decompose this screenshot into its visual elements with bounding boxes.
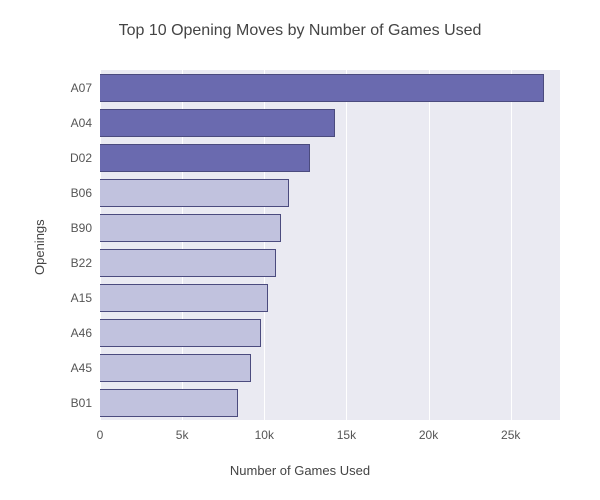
bar bbox=[100, 354, 251, 382]
y-tick-label: B90 bbox=[71, 221, 92, 235]
x-tick-label: 10k bbox=[255, 428, 274, 442]
y-tick-label: D02 bbox=[70, 151, 92, 165]
x-tick-label: 5k bbox=[176, 428, 189, 442]
bar bbox=[100, 214, 281, 242]
chart-container: Top 10 Opening Moves by Number of Games … bbox=[0, 0, 600, 500]
y-tick-label: A07 bbox=[71, 81, 92, 95]
grid-line bbox=[511, 70, 512, 420]
x-tick-label: 25k bbox=[501, 428, 520, 442]
x-tick-label: 0 bbox=[97, 428, 104, 442]
bar bbox=[100, 389, 238, 417]
bar bbox=[100, 179, 289, 207]
chart-title: Top 10 Opening Moves by Number of Games … bbox=[0, 22, 600, 40]
y-tick-label: A46 bbox=[71, 326, 92, 340]
y-tick-label: A45 bbox=[71, 361, 92, 375]
y-tick-label: B01 bbox=[71, 396, 92, 410]
y-tick-label: A04 bbox=[71, 116, 92, 130]
bar bbox=[100, 144, 310, 172]
x-tick-label: 20k bbox=[419, 428, 438, 442]
grid-line bbox=[429, 70, 430, 420]
y-tick-label: B06 bbox=[71, 186, 92, 200]
bar bbox=[100, 284, 268, 312]
y-axis-label: Openings bbox=[32, 219, 47, 275]
x-tick-label: 15k bbox=[337, 428, 356, 442]
bar bbox=[100, 74, 544, 102]
plot-area: 05k10k15k20k25kA07A04D02B06B90B22A15A46A… bbox=[100, 70, 560, 420]
bar bbox=[100, 249, 276, 277]
bar bbox=[100, 109, 335, 137]
bar bbox=[100, 319, 261, 347]
y-tick-label: A15 bbox=[71, 291, 92, 305]
x-axis-label: Number of Games Used bbox=[0, 463, 600, 478]
y-tick-label: B22 bbox=[71, 256, 92, 270]
grid-line bbox=[346, 70, 347, 420]
